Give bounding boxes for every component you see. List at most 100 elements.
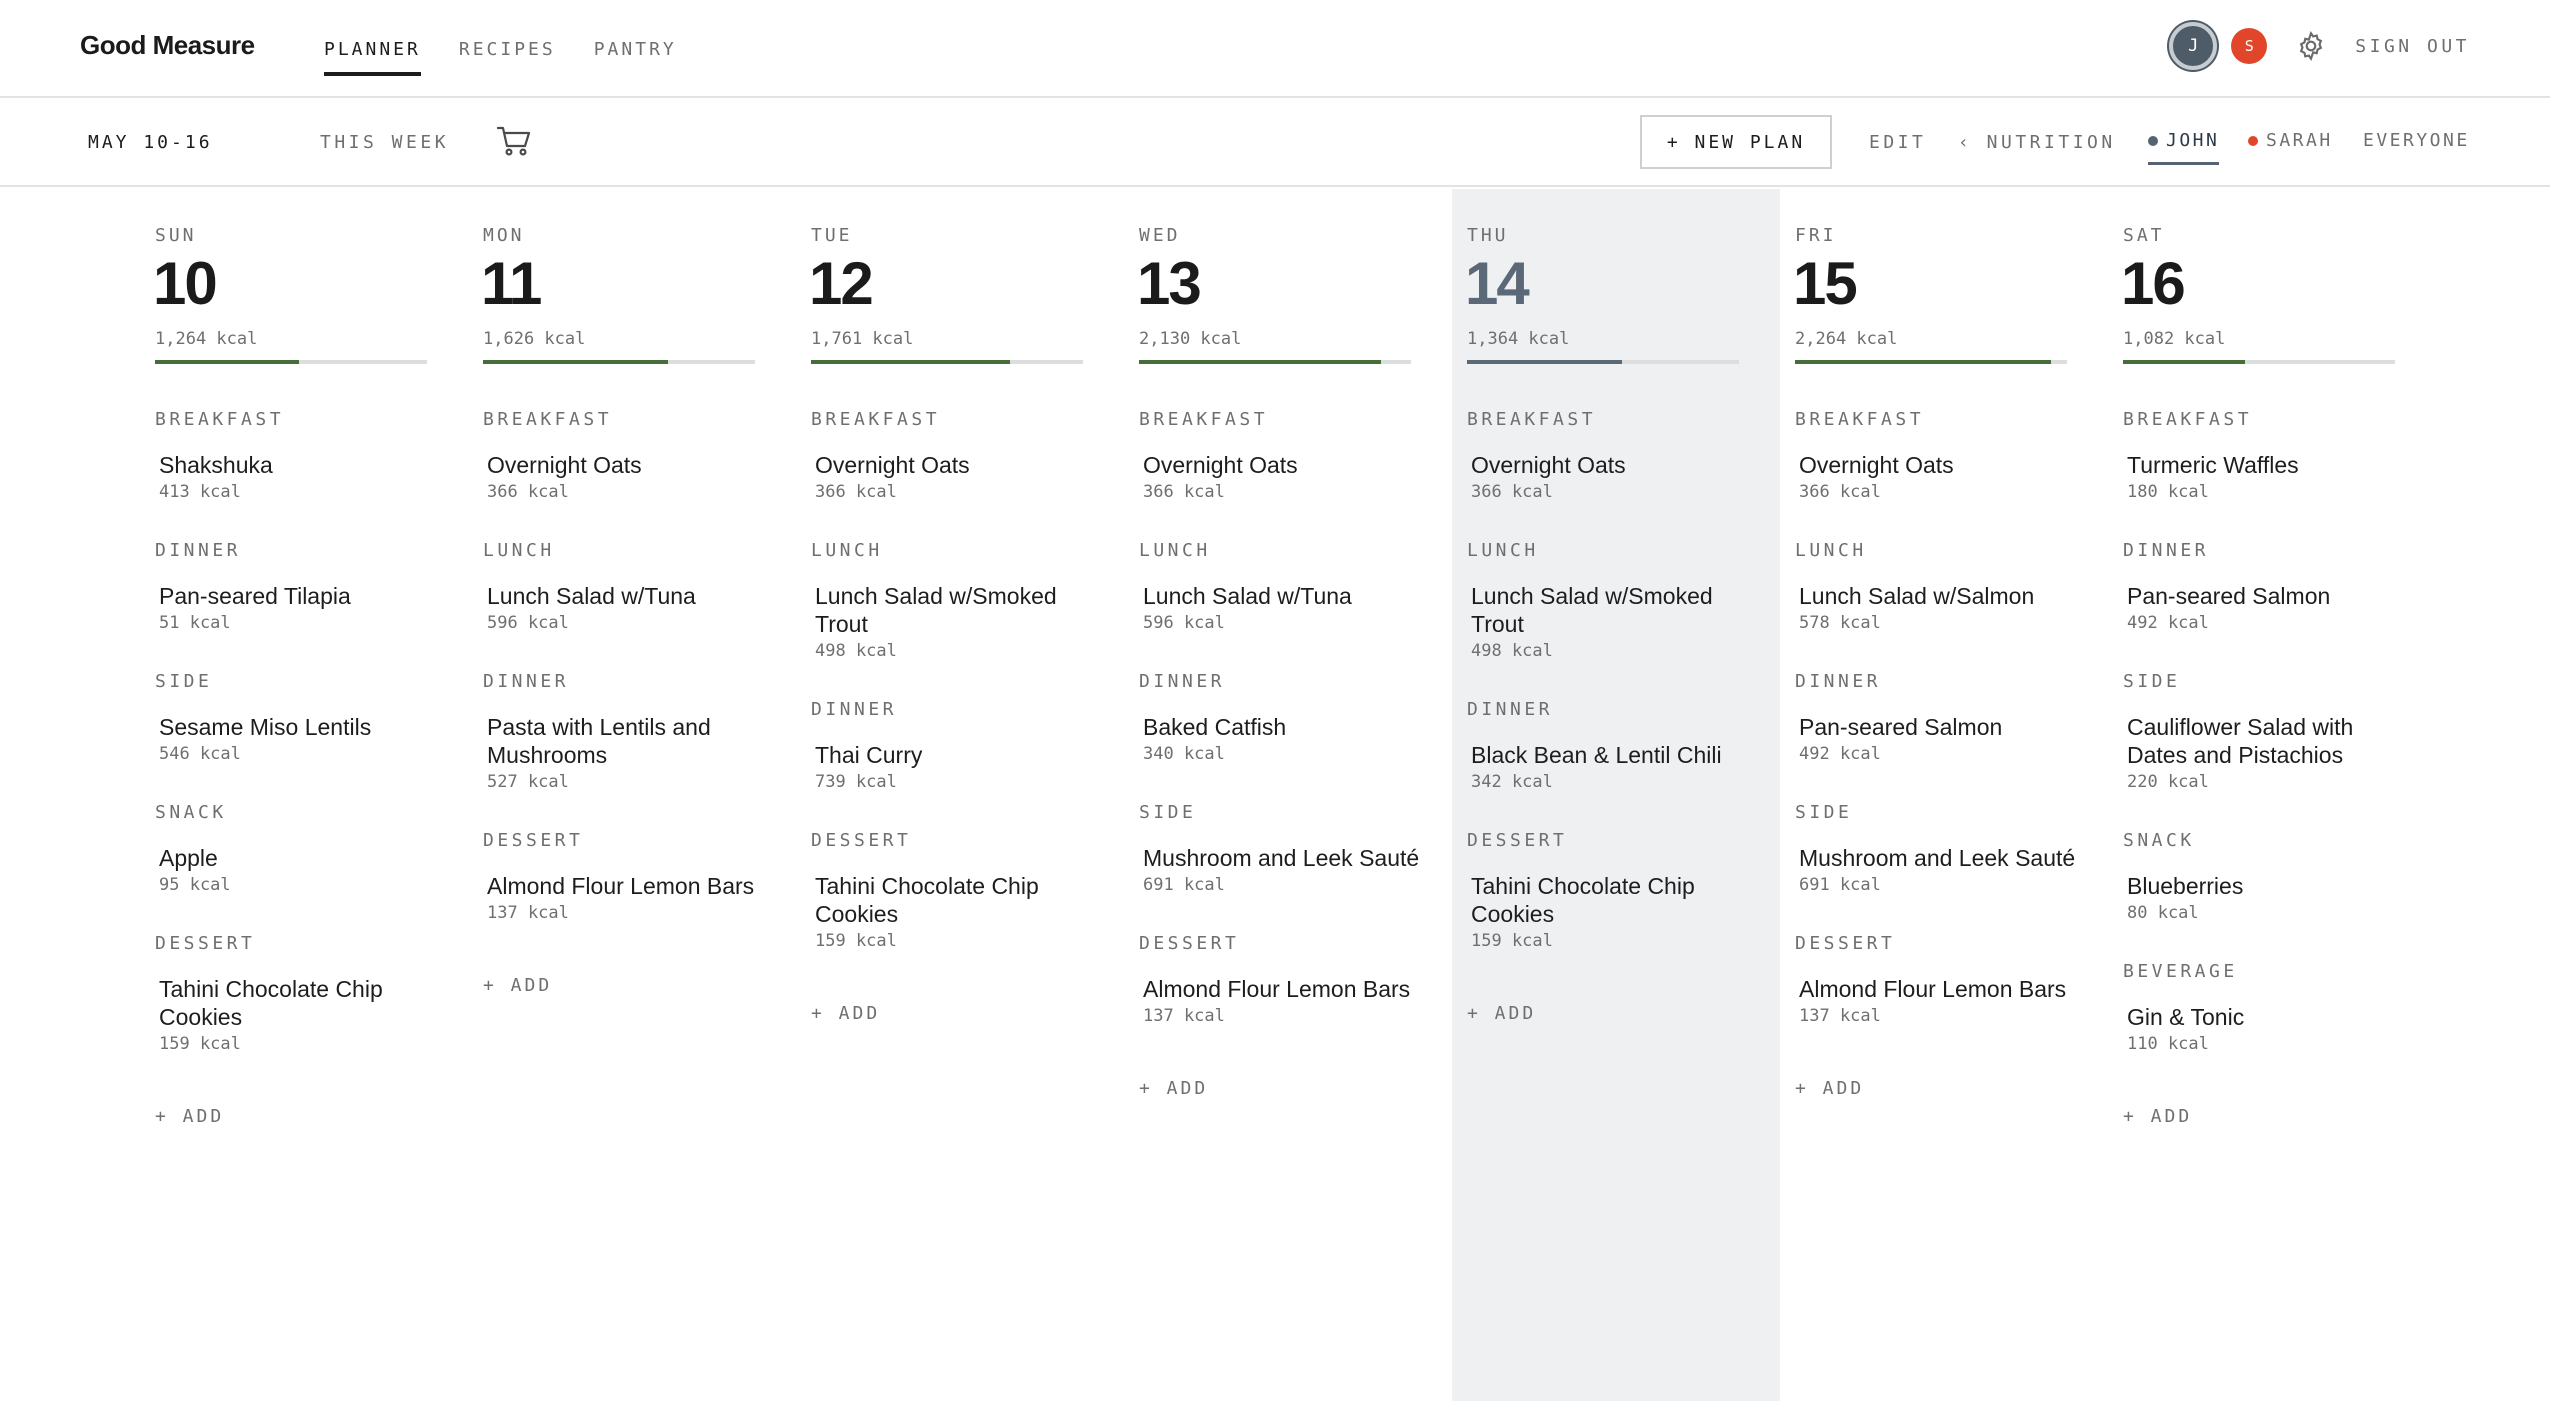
recipe-name[interactable]: Pan-seared Salmon [2127,583,2331,609]
recipe-name[interactable]: Pan-seared Salmon [1799,714,2003,740]
recipe-kcal: 578 kcal [1799,613,1881,633]
person-label: JOHN [2166,130,2220,151]
meal-slot: SNACK Blueberries 80 kcal [2123,830,2413,923]
edit-button[interactable]: EDIT [1869,132,1927,153]
recipe-name[interactable]: Lunch Salad w/Tuna [1143,583,1352,609]
recipe-name[interactable]: Turmeric Waffles [2127,452,2299,478]
meal-type-label: LUNCH [1139,540,1211,561]
day-column-fri: FRI 15 2,264 kcal BREAKFAST Overnight Oats 36… [1780,189,2108,1401]
recipe-name[interactable]: Lunch Salad w/Smoked Trout [815,583,1057,637]
recipe-name[interactable]: Overnight Oats [1799,452,1954,478]
day-number: 16 [2121,250,2186,317]
sign-out-link[interactable]: SIGN OUT [2355,35,2470,57]
day-total-kcal: 1,626 kcal [483,329,586,349]
person-filter-everyone[interactable]: EVERYONE [2363,130,2470,151]
tab-recipes[interactable]: RECIPES [458,38,556,60]
meal-slot: BREAKFAST Overnight Oats 366 kcal [1467,409,1757,502]
recipe-name[interactable]: Overnight Oats [1143,452,1298,478]
add-meal-button[interactable]: + ADD [1467,1003,1537,1024]
day-of-week: WED [1139,225,1181,246]
recipe-name[interactable]: Overnight Oats [815,452,970,478]
recipe-name[interactable]: Cauliflower Salad with Dates and Pistach… [2127,714,2354,768]
recipe-name[interactable]: Overnight Oats [1471,452,1626,478]
meal-slot: DINNER Pan-seared Salmon 492 kcal [1795,671,2085,764]
meal-type-label: BEVERAGE [2123,961,2238,982]
recipe-kcal: 366 kcal [1799,482,1881,502]
recipe-name[interactable]: Almond Flour Lemon Bars [1799,976,2067,1002]
avatar-sarah[interactable]: S [2231,28,2268,64]
meal-slot: DESSERT Almond Flour Lemon Bars 137 kcal [1795,933,2085,1026]
recipe-kcal: 498 kcal [1471,641,1553,661]
recipe-name[interactable]: Tahini Chocolate Chip Cookies [159,976,383,1030]
new-plan-button[interactable]: + NEW PLAN [1640,115,1832,169]
recipe-name[interactable]: Blueberries [2127,873,2244,899]
day-column-thu: THU 14 1,364 kcal BREAKFAST Overnight Oats 36… [1452,189,1780,1401]
meal-type-label: SIDE [1139,802,1197,823]
meal-slot: DESSERT Almond Flour Lemon Bars 137 kcal [483,830,773,923]
day-number: 10 [153,250,218,317]
this-week-button[interactable]: THIS WEEK [320,132,450,153]
recipe-kcal: 159 kcal [815,931,897,951]
recipe-name[interactable]: Lunch Salad w/Smoked Trout [1471,583,1713,637]
recipe-kcal: 80 kcal [2127,903,2199,923]
recipe-kcal: 739 kcal [815,772,897,792]
nutrition-toggle[interactable]: ‹ NUTRITION [1958,132,2116,153]
brand-logo[interactable]: Good Measure [80,30,255,60]
week-grid: SUN 10 1,264 kcal BREAKFAST Shakshuka 413 kca… [140,189,2410,1401]
day-total-kcal: 1,761 kcal [811,329,914,349]
recipe-name[interactable]: Lunch Salad w/Salmon [1799,583,2035,609]
day-of-week: MON [483,225,525,246]
recipe-kcal: 413 kcal [159,482,241,502]
avatar-john[interactable]: J [2169,22,2218,70]
planner-toolbar: MAY 10-16 THIS WEEK + NEW PLAN EDIT ‹ NU… [0,98,2550,187]
recipe-name[interactable]: Almond Flour Lemon Bars [487,873,755,899]
meal-type-label: SIDE [155,671,213,692]
meal-list: BREAKFAST Overnight Oats 366 kcal LUNCH Lunc… [1139,409,1429,1099]
recipe-name[interactable]: Tahini Chocolate Chip Cookies [815,873,1039,927]
meal-slot: BREAKFAST Overnight Oats 366 kcal [811,409,1101,502]
add-meal-button[interactable]: + ADD [155,1106,225,1127]
recipe-name[interactable]: Tahini Chocolate Chip Cookies [1471,873,1695,927]
tab-planner[interactable]: PLANNER [324,0,421,98]
meal-slot: DESSERT Almond Flour Lemon Bars 137 kcal [1139,933,1429,1026]
add-meal-button[interactable]: + ADD [811,1003,881,1024]
recipe-name[interactable]: Almond Flour Lemon Bars [1143,976,1411,1002]
add-meal-button[interactable]: + ADD [2123,1106,2193,1127]
recipe-name[interactable]: Baked Catfish [1143,714,1287,740]
meal-type-label: LUNCH [1467,540,1539,561]
meal-list: BREAKFAST Shakshuka 413 kcal DINNER Pan-sear… [155,409,445,1127]
meal-list: BREAKFAST Overnight Oats 366 kcal LUNCH Lunc… [483,409,773,996]
calorie-progress-bar [811,360,1083,364]
gear-icon[interactable] [2295,30,2327,62]
recipe-kcal: 691 kcal [1799,875,1881,895]
recipe-name[interactable]: Thai Curry [815,742,923,768]
day-column-wed: WED 13 2,130 kcal BREAKFAST Overnight Oats 36… [1124,189,1452,1401]
meal-slot: DINNER Thai Curry 739 kcal [811,699,1101,792]
recipe-name[interactable]: Shakshuka [159,452,273,478]
recipe-name[interactable]: Overnight Oats [487,452,642,478]
recipe-name[interactable]: Pasta with Lentils and Mushrooms [487,714,711,768]
recipe-kcal: 366 kcal [1471,482,1553,502]
recipe-name[interactable]: Sesame Miso Lentils [159,714,372,740]
meal-slot: DESSERT Tahini Chocolate Chip Cookies 159 … [1467,830,1757,951]
recipe-name[interactable]: Lunch Salad w/Tuna [487,583,696,609]
recipe-name[interactable]: Black Bean & Lentil Chili [1471,742,1722,768]
recipe-name[interactable]: Mushroom and Leek Sauté [1799,845,2076,871]
add-meal-button[interactable]: + ADD [483,975,553,996]
recipe-kcal: 110 kcal [2127,1034,2209,1054]
tab-pantry[interactable]: PANTRY [593,38,677,60]
recipe-kcal: 492 kcal [1799,744,1881,764]
cart-icon[interactable] [496,124,532,158]
person-filter-john[interactable]: JOHN [2148,130,2220,165]
add-meal-button[interactable]: + ADD [1139,1078,1209,1099]
person-filter-sarah[interactable]: SARAH [2248,130,2333,151]
add-meal-button[interactable]: + ADD [1795,1078,1865,1099]
meal-type-label: LUNCH [483,540,555,561]
recipe-name[interactable]: Apple [159,845,218,871]
recipe-name[interactable]: Pan-seared Tilapia [159,583,351,609]
john-dot [2148,135,2158,146]
calorie-progress-fill [811,360,1010,364]
recipe-name[interactable]: Mushroom and Leek Sauté [1143,845,1420,871]
meal-type-label: SIDE [2123,671,2181,692]
recipe-name[interactable]: Gin & Tonic [2127,1004,2245,1030]
